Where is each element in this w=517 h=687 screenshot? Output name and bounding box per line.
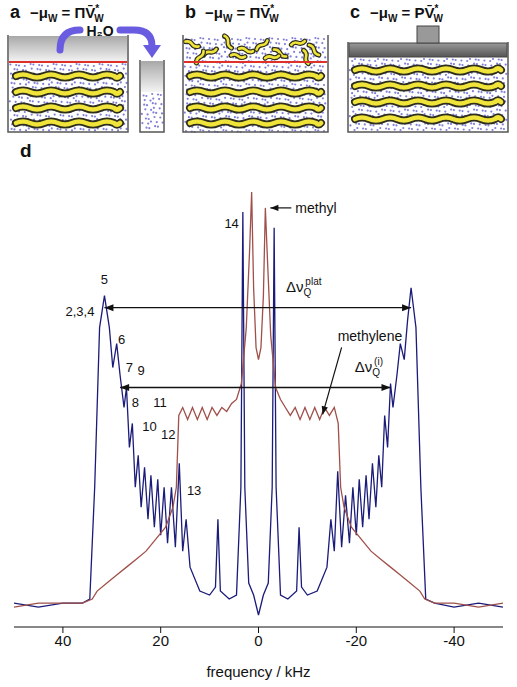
svg-text:frequency / kHz: frequency / kHz (206, 663, 310, 680)
svg-text:−μW = PV̄*W: −μW = PV̄*W (370, 3, 443, 24)
svg-text:14: 14 (224, 216, 238, 231)
svg-text:−μW = ΠV̄*W: −μW = ΠV̄*W (205, 3, 279, 24)
svg-text:7: 7 (126, 360, 133, 375)
svg-text:−μW = ΠV̄*W: −μW = ΠV̄*W (30, 3, 104, 24)
svg-text:ΔνQplat: ΔνQplat (286, 276, 322, 298)
svg-text:12: 12 (161, 427, 175, 442)
svg-text:methylene: methylene (338, 328, 403, 344)
svg-text:c: c (350, 2, 360, 22)
svg-text:6: 6 (118, 332, 125, 347)
svg-text:20: 20 (152, 632, 169, 649)
svg-text:0: 0 (254, 632, 262, 649)
svg-text:40: 40 (55, 632, 72, 649)
svg-text:b: b (185, 2, 196, 22)
svg-text:5: 5 (101, 272, 108, 287)
svg-text:ΔνQ(i): ΔνQ(i) (355, 356, 383, 378)
svg-text:9: 9 (138, 363, 145, 378)
html-text:d: d (20, 140, 32, 161)
svg-text:13: 13 (187, 483, 201, 498)
svg-text:2,3,4: 2,3,4 (66, 304, 95, 319)
svg-text:11: 11 (153, 395, 167, 410)
svg-text:8: 8 (132, 395, 139, 410)
svg-text:H₂O: H₂O (86, 23, 113, 39)
svg-text:10: 10 (142, 419, 156, 434)
svg-text:-40: -40 (443, 632, 465, 649)
svg-text:methyl: methyl (295, 200, 336, 216)
svg-text:-20: -20 (345, 632, 367, 649)
svg-text:a: a (10, 2, 21, 22)
